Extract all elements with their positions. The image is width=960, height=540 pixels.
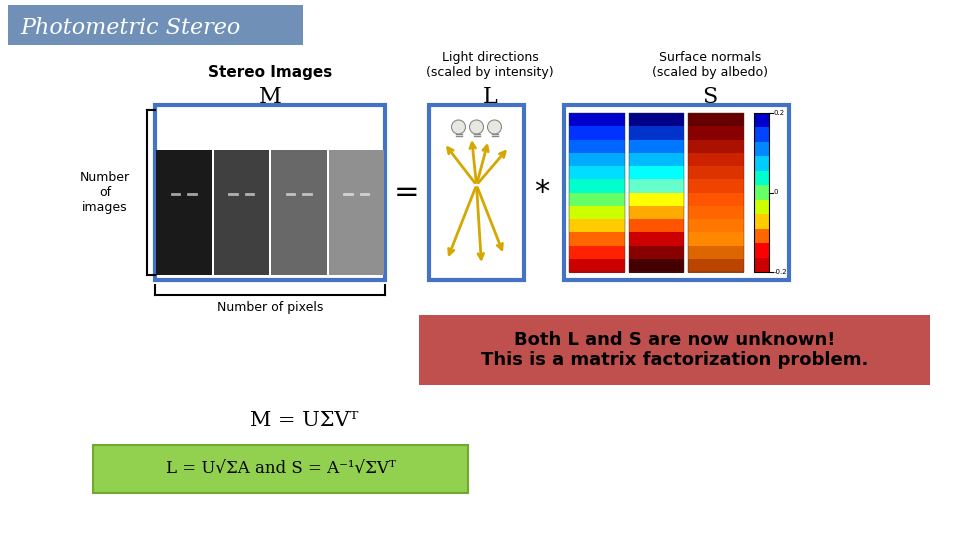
Bar: [155, 105, 385, 280]
Bar: [629, 206, 684, 219]
Bar: [754, 157, 769, 171]
Bar: [688, 219, 744, 233]
Bar: [754, 258, 769, 273]
Bar: [688, 166, 744, 180]
Bar: [419, 315, 930, 385]
Text: L = U√ΣA and S = A⁻¹√ΣVᵀ: L = U√ΣA and S = A⁻¹√ΣVᵀ: [165, 461, 396, 477]
Bar: [688, 179, 744, 193]
Text: *: *: [535, 178, 550, 207]
Bar: [569, 179, 625, 193]
Text: Light directions
(scaled by intensity): Light directions (scaled by intensity): [426, 51, 554, 79]
Bar: [569, 259, 625, 273]
Circle shape: [451, 120, 466, 134]
Bar: [688, 126, 744, 140]
Text: M = UΣVᵀ: M = UΣVᵀ: [250, 410, 358, 429]
Bar: [569, 246, 625, 259]
Bar: [569, 153, 625, 166]
Bar: [629, 179, 684, 193]
Text: M: M: [258, 86, 281, 108]
Bar: [754, 127, 769, 143]
Circle shape: [488, 120, 501, 134]
Bar: [688, 153, 744, 166]
Bar: [569, 126, 625, 140]
Bar: [569, 113, 625, 272]
Circle shape: [469, 120, 484, 134]
Text: 0.2: 0.2: [774, 110, 785, 116]
Bar: [569, 192, 625, 206]
Bar: [328, 150, 384, 275]
Bar: [754, 171, 769, 186]
Text: Number
of
images: Number of images: [80, 171, 130, 214]
Bar: [93, 445, 468, 493]
Bar: [569, 206, 625, 219]
Bar: [271, 150, 326, 275]
Bar: [754, 142, 769, 157]
Bar: [754, 113, 769, 128]
Bar: [569, 232, 625, 246]
Bar: [629, 166, 684, 180]
Bar: [754, 214, 769, 229]
Text: L: L: [483, 86, 497, 108]
Bar: [754, 185, 769, 200]
Text: Both L and S are now unknown!
This is a matrix factorization problem.: Both L and S are now unknown! This is a …: [481, 330, 868, 369]
Bar: [629, 259, 684, 273]
Bar: [569, 166, 625, 180]
Bar: [629, 192, 684, 206]
Bar: [688, 113, 744, 272]
Text: Number of pixels: Number of pixels: [217, 300, 324, 314]
Bar: [564, 105, 789, 280]
Text: S: S: [703, 86, 718, 108]
Bar: [688, 139, 744, 153]
Bar: [629, 113, 684, 127]
Bar: [688, 206, 744, 219]
Bar: [213, 150, 269, 275]
Bar: [629, 232, 684, 246]
Bar: [688, 192, 744, 206]
Bar: [688, 259, 744, 273]
Bar: [429, 105, 524, 280]
Bar: [688, 113, 744, 127]
Bar: [569, 113, 625, 127]
Bar: [754, 113, 769, 272]
Bar: [156, 150, 211, 275]
Text: -0.2: -0.2: [774, 269, 787, 275]
Bar: [629, 139, 684, 153]
Bar: [569, 219, 625, 233]
Bar: [754, 200, 769, 215]
Text: Stereo Images: Stereo Images: [208, 64, 332, 79]
Text: Surface normals
(scaled by albedo): Surface normals (scaled by albedo): [652, 51, 768, 79]
Bar: [629, 113, 684, 272]
Bar: [754, 228, 769, 244]
Bar: [629, 153, 684, 166]
Text: Photometric Stereo: Photometric Stereo: [20, 17, 240, 39]
Bar: [569, 139, 625, 153]
Bar: [629, 219, 684, 233]
Bar: [629, 246, 684, 259]
Text: 0: 0: [774, 190, 779, 195]
Bar: [629, 126, 684, 140]
Text: =: =: [395, 178, 420, 207]
Bar: [754, 243, 769, 258]
Bar: [8, 5, 303, 45]
Bar: [688, 232, 744, 246]
Bar: [688, 246, 744, 259]
